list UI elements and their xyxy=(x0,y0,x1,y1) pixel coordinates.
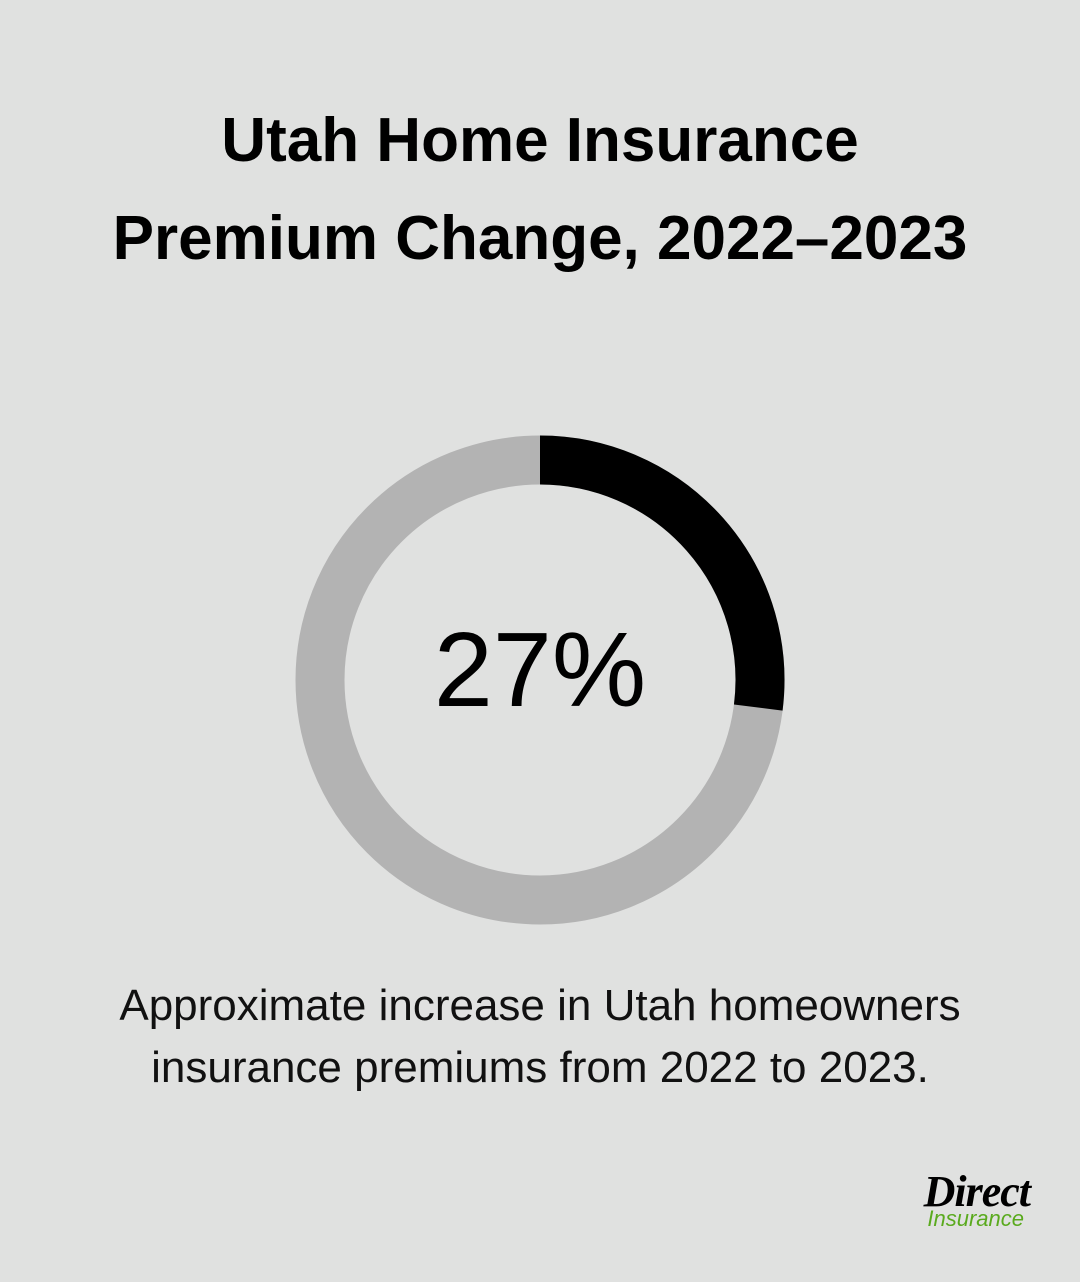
donut-segment xyxy=(539,435,785,711)
chart-title: Utah Home Insurance Premium Change, 2022… xyxy=(112,106,968,273)
logo-sub: Insurance xyxy=(927,1206,1024,1231)
logo-name: Direct xyxy=(923,1167,1031,1216)
caption: Approximate increase in Utah homeowners … xyxy=(119,981,961,1092)
center-value-label: 27% xyxy=(434,611,646,729)
logo: Direct Insurance xyxy=(870,1167,1031,1231)
